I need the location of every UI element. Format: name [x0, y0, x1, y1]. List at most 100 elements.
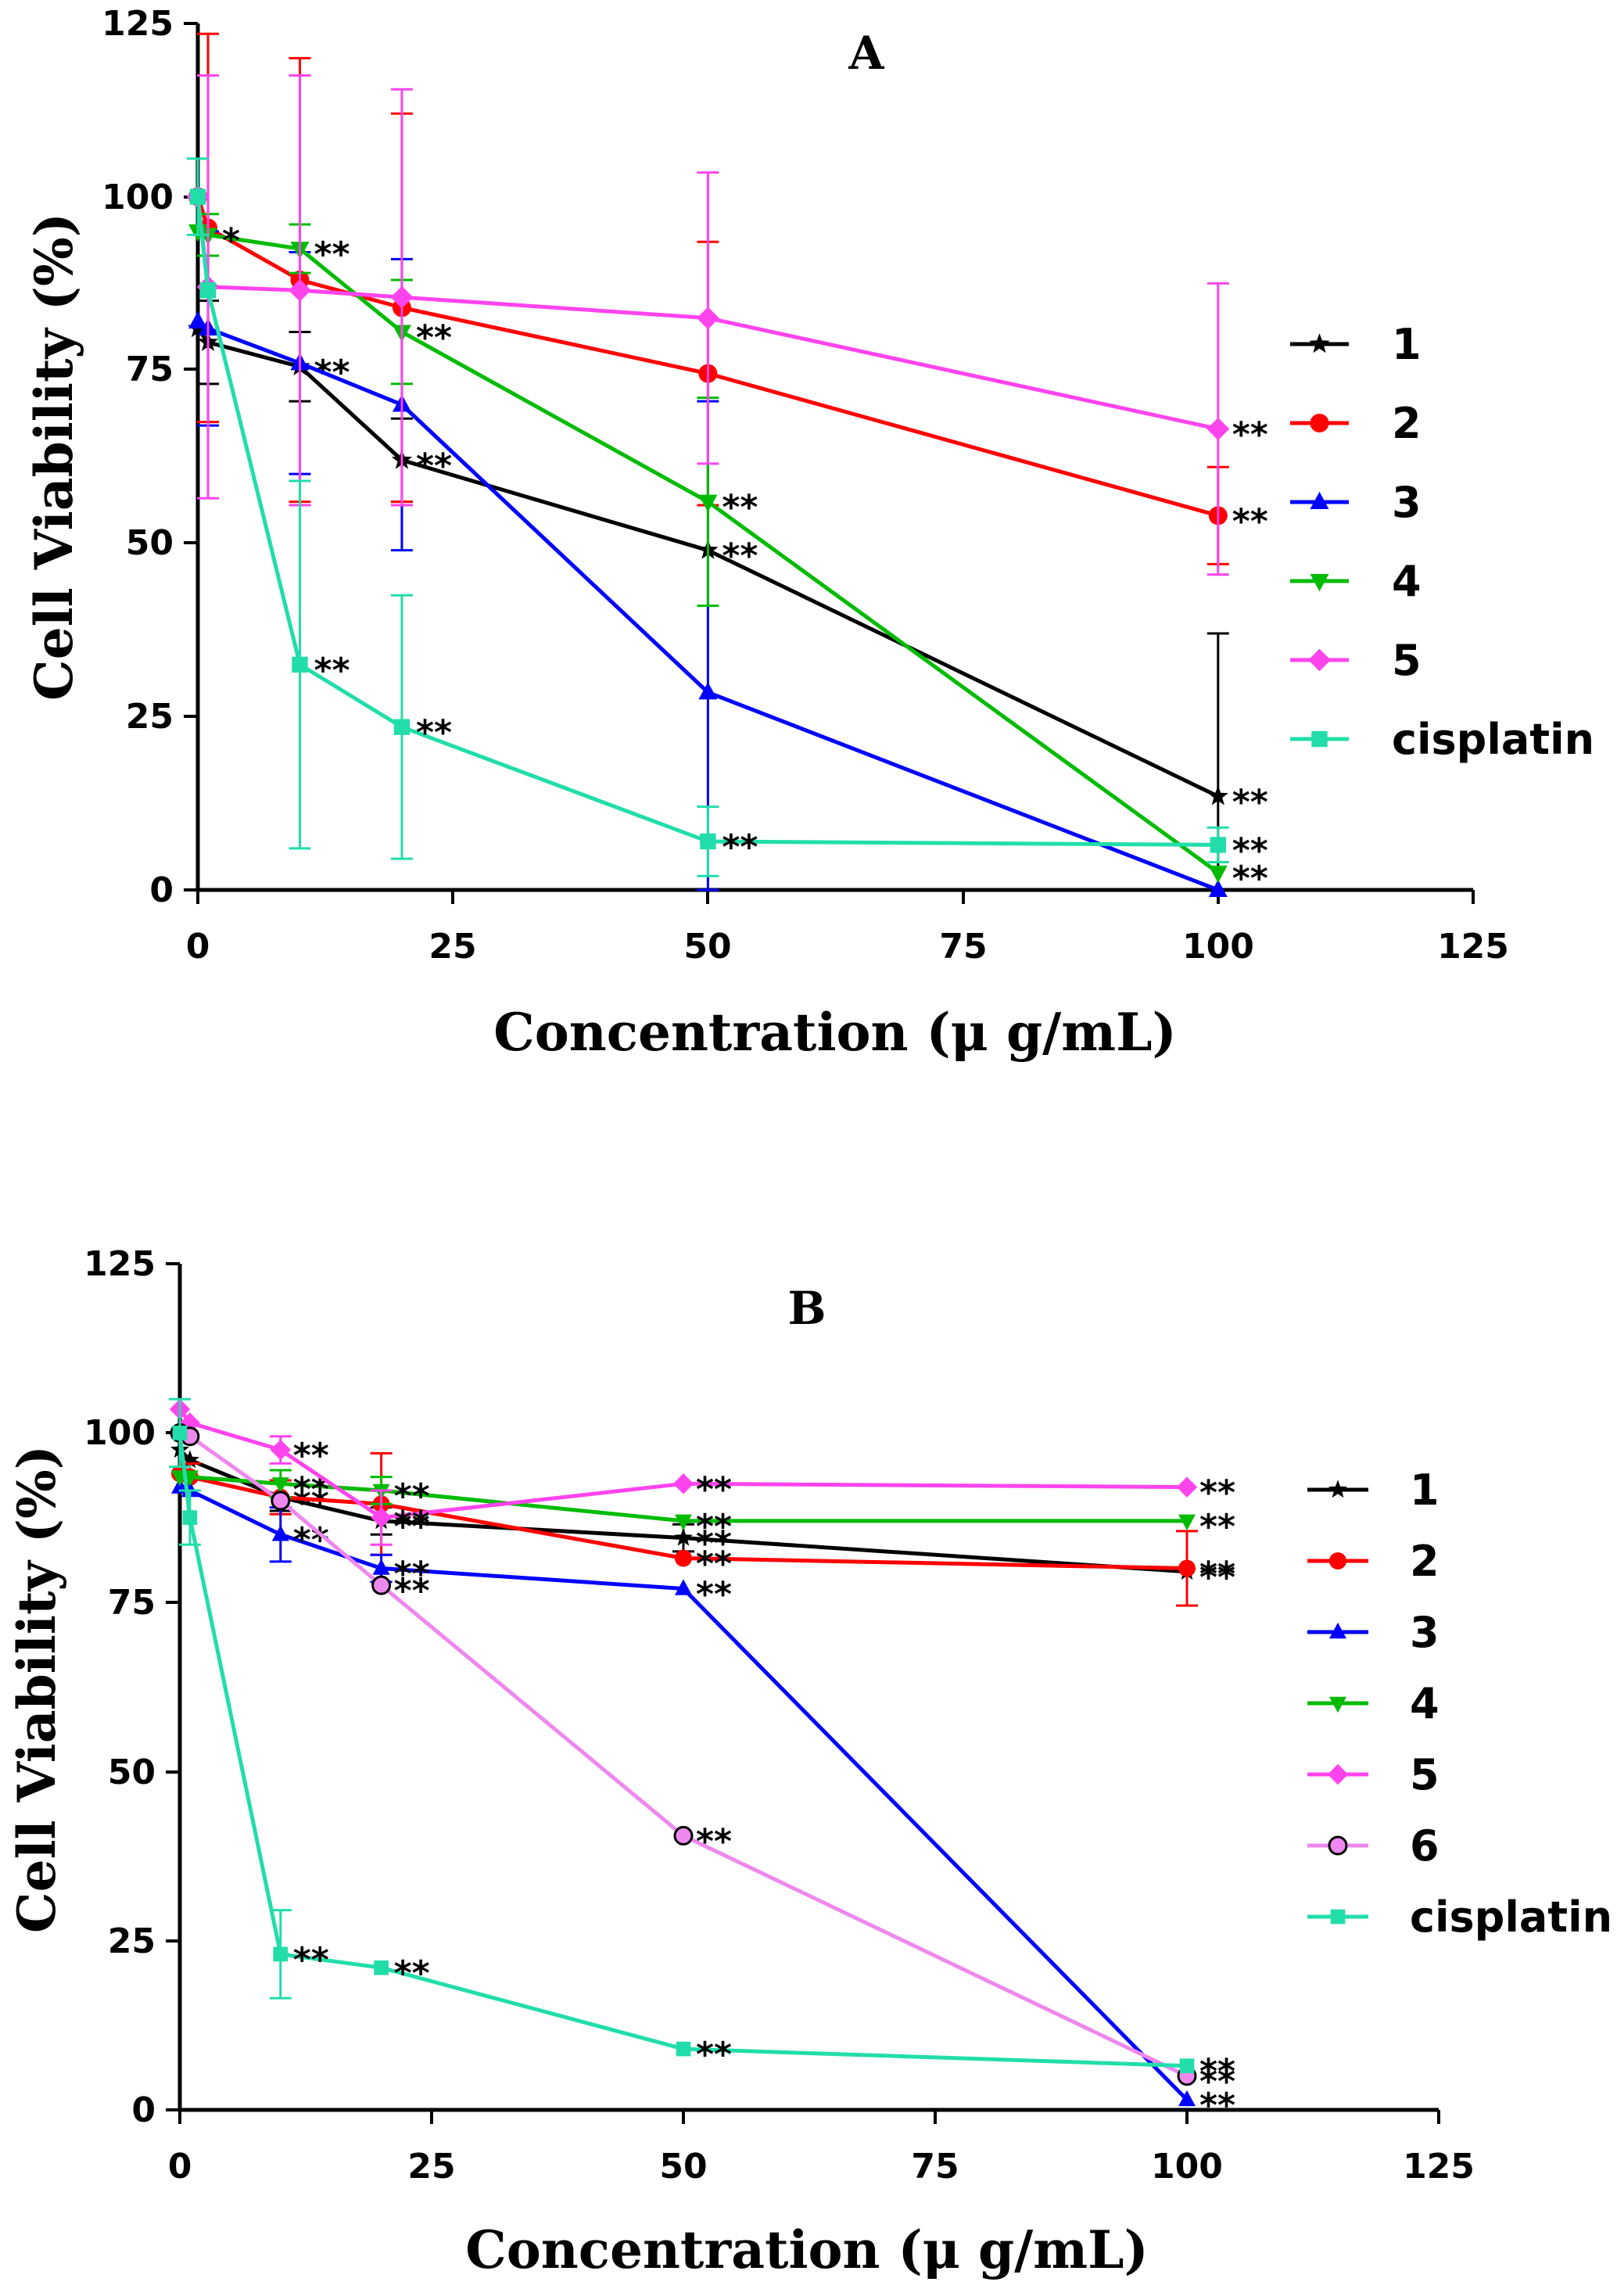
panel-b-point-cisplatin — [1179, 2058, 1195, 2074]
panel-b-point-cisplatin — [172, 1426, 188, 1440]
panel-a-legend-label: 1 — [1392, 320, 1422, 369]
panel-a-point-cisplatin — [292, 656, 308, 673]
panel-b-significance-label: ** — [696, 1507, 732, 1547]
panel-b-point-cisplatin — [182, 1510, 198, 1525]
panel-b-legend-swatch-marker — [1329, 1622, 1346, 1639]
panel-b-point-6 — [371, 1575, 392, 1595]
panel-a-legend-label: 4 — [1392, 557, 1422, 606]
panel-b-y-tick-label: 0 — [131, 2090, 156, 2130]
panel-a-x-tick-label: 0 — [186, 927, 210, 967]
panel-b-point-cisplatin — [676, 2041, 691, 2057]
panel-b-point-3 — [675, 1579, 692, 1595]
panel-a-legend-swatch-marker — [1310, 414, 1329, 432]
panel-b-point-2 — [675, 1549, 692, 1567]
panel-a-point-cisplatin — [1210, 837, 1226, 853]
panel-a-legend-item-4: 4 — [1290, 557, 1422, 606]
panel-a-legend-label: cisplatin — [1392, 715, 1594, 764]
panel-b-legend: 1 2 3 4 5 6 cisplatin — [1307, 1465, 1612, 1942]
panel-a-line-cisplatin — [195, 196, 1218, 847]
panel-b-point-cisplatin — [374, 1960, 389, 1975]
panel-a-legend-swatch-marker — [1310, 574, 1329, 592]
panel-a-legend-item-2: 2 — [1290, 399, 1422, 448]
panel-b-significance-label: ** — [293, 1436, 329, 1476]
panel-b-significance-label: ** — [1199, 1558, 1235, 1598]
panel-a-x-axis-title: Concentration (μ g/mL) — [493, 1002, 1177, 1063]
panel-a-significance-label: ** — [314, 235, 350, 274]
panel-a-significance-label: ** — [1232, 782, 1268, 822]
panel-a-significance-label: ** — [416, 713, 452, 753]
panel-b-series-4: ** **** ** — [171, 1469, 1235, 1547]
panel-b-significance-label: ** — [1199, 2062, 1235, 2102]
panel-a-significance-label: * — [222, 221, 240, 260]
panel-b-point-3 — [271, 1525, 289, 1541]
panel-b-point-6 — [673, 1825, 694, 1846]
panel-b-title: B — [787, 1282, 826, 1335]
panel-a-significance-label: ** — [722, 536, 758, 576]
panel-b-legend-label: 1 — [1410, 1465, 1440, 1515]
panel-b-point-4 — [1178, 1514, 1196, 1531]
panel-b-significance-label: ** — [696, 2035, 732, 2075]
panel-a-legend-label: 3 — [1392, 478, 1422, 527]
panel-a-y-tick-label: 25 — [126, 697, 174, 737]
panel-b-legend-swatch-marker — [1329, 1696, 1346, 1713]
panel-b-point-1 — [674, 1527, 693, 1546]
panel-b-legend-swatch-marker — [1330, 1909, 1346, 1925]
panel-a-legend-item-3: 3 — [1290, 478, 1422, 527]
panel-b-y-tick-label: 125 — [84, 1244, 156, 1284]
panel-a-significance-label: ** — [1232, 415, 1268, 455]
panel-b-significance-label: ** — [394, 1555, 430, 1595]
panel-a-point-cisplatin — [700, 833, 716, 850]
panel-b-legend-label: cisplatin — [1410, 1892, 1612, 1942]
panel-b-x-tick-label: 25 — [407, 2147, 455, 2187]
panel-b-point-5 — [371, 1507, 392, 1528]
panel-a-x-tick-label: 125 — [1437, 927, 1509, 967]
panel-b-legend-swatch-marker — [1328, 1835, 1348, 1856]
panel-b-y-tick-label: 50 — [108, 1752, 156, 1792]
panel-b-point-2 — [1178, 1559, 1196, 1577]
panel-a-y-tick-labels: 0 25 50 75 100 125 — [102, 4, 174, 910]
panel-a-significance-label: ** — [416, 446, 452, 486]
panel-a-title: A — [848, 27, 884, 80]
panel-b-legend-swatch-marker — [1327, 1763, 1349, 1785]
panel-a-y-tick-label: 50 — [126, 523, 174, 563]
panel-b-significance-label: ** — [1199, 2086, 1235, 2126]
panel-a-legend-label: 5 — [1392, 636, 1422, 685]
panel-b-y-tick-labels: 0 25 50 75 100 125 — [84, 1244, 156, 2130]
panel-a-point-5 — [390, 285, 414, 309]
panel-b-x-tick-label: 0 — [168, 2147, 192, 2187]
panel-a-legend: 1 2 3 4 5 cisplatin — [1290, 320, 1594, 764]
panel-a-point-cisplatin — [189, 188, 206, 205]
panel-b-point-1 — [180, 1450, 199, 1469]
panel-b-legend-swatch-marker — [1328, 1480, 1347, 1498]
panel-a-legend-label: 2 — [1392, 399, 1422, 448]
panel-a: A 0 25 50 75 100 125 — [23, 4, 1594, 1063]
panel-b-point-5 — [672, 1473, 694, 1494]
panel-b-x-tick-label: 100 — [1151, 2147, 1223, 2187]
panel-a-point-4 — [1208, 865, 1228, 884]
panel-b-significance-label: ** — [394, 1571, 430, 1611]
panel-a-legend-item-1: 1 — [1290, 320, 1422, 369]
panel-a-x-tick-label: 25 — [428, 927, 476, 967]
panel-b-legend-item-6: 6 — [1307, 1821, 1440, 1871]
panel-b-significance-label: ** — [1199, 1473, 1235, 1513]
panel-b-significance-label: ** — [1199, 1507, 1235, 1547]
panel-a-x-tick-label: 50 — [683, 927, 731, 967]
panel-b-significance-label: ** — [696, 1574, 732, 1614]
panel-a-point-5 — [289, 278, 311, 302]
panel-b-legend-item-2: 2 — [1307, 1537, 1440, 1586]
panel-a-x-tick-label: 100 — [1182, 927, 1254, 967]
panel-b-y-tick-label: 25 — [108, 1921, 156, 1961]
panel-b-legend-swatch-marker — [1329, 1552, 1346, 1570]
panel-b-legend-item-5: 5 — [1307, 1750, 1440, 1799]
panel-b-legend-label: 5 — [1410, 1750, 1440, 1799]
panel-a-point-3 — [188, 310, 207, 329]
panel-a-point-1 — [1207, 785, 1228, 805]
panel-a-point-3 — [1208, 879, 1228, 897]
panel-a-point-5 — [1206, 418, 1230, 440]
panel-b-y-axis-title: Cell Viability (%) — [6, 1445, 67, 1933]
panel-b-y-tick-label: 75 — [108, 1583, 156, 1623]
panel-a-legend-swatch-marker — [1311, 730, 1328, 748]
panel-b-x-tick-labels: 0 25 50 75 100 125 — [168, 2147, 1475, 2187]
panel-b-x-tick-label: 125 — [1403, 2147, 1475, 2187]
